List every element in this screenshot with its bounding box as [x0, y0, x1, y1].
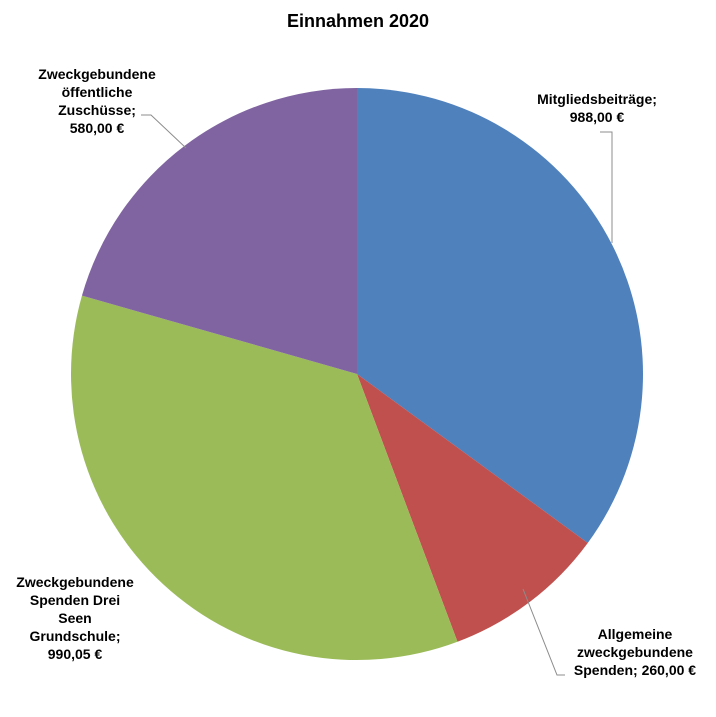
leader-line-1 [600, 131, 613, 243]
slice-label-line: öffentliche [62, 84, 133, 100]
pie-slices [71, 88, 644, 660]
leader-line-4 [141, 114, 187, 149]
slice-label-line: Zweckgebundene [38, 66, 156, 82]
slice-label-3: Zweckgebundene Spenden Drei Seen Grundschul… [16, 574, 134, 662]
pie-slice-1 [357, 88, 644, 543]
slice-label-1: Mitgliedsbeiträge; 988,00 € [537, 91, 657, 125]
slice-label-line: 580,00 € [70, 120, 125, 136]
pie-slice-4 [81, 88, 357, 374]
chart-title: Einnahmen 2020 [287, 11, 429, 31]
slice-label-line: Seen [58, 610, 91, 626]
slice-label-line: Zuschüsse; [58, 102, 136, 118]
slice-label-line: 990,05 € [48, 646, 103, 662]
slice-label-line: Grundschule; [29, 628, 120, 644]
slice-label-line: 988,00 € [570, 109, 625, 125]
slice-label-line: Spenden Drei [30, 592, 120, 608]
slice-label-line: Allgemeine [598, 626, 673, 642]
slice-label-line: zweckgebundene [577, 644, 693, 660]
pie-slice-3 [71, 295, 458, 660]
slice-label-2: Allgemeine zweckgebundene Spenden; 260,00 … [574, 626, 696, 678]
slice-label-line: Spenden; 260,00 € [574, 662, 696, 678]
slice-label-line: Mitgliedsbeiträge; [537, 91, 657, 107]
pie-slice-2 [357, 374, 588, 642]
slice-labels: Mitgliedsbeiträge; 988,00 € Allgemeine zwec… [16, 66, 696, 678]
leader-line-2 [522, 588, 565, 676]
slice-label-4: Zweckgebundene öffentliche Zuschüsse; 580,0… [38, 66, 156, 136]
slice-label-line: Zweckgebundene [16, 574, 134, 590]
leader-lines [141, 114, 613, 676]
